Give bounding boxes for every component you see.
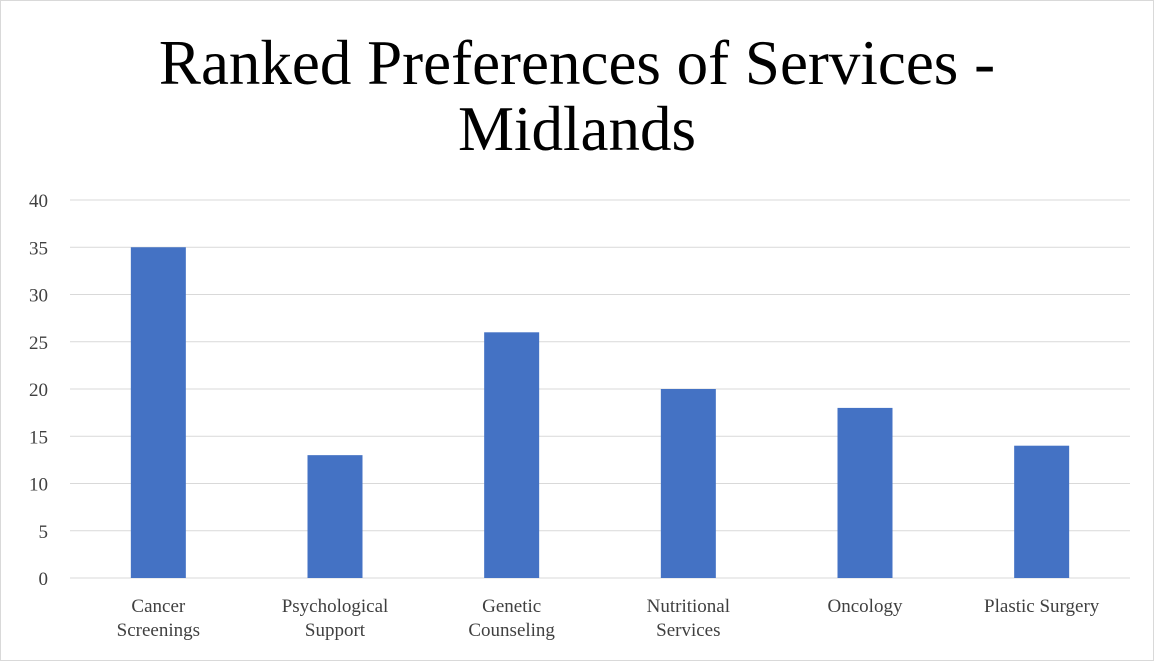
- y-tick-label-30: 30: [29, 286, 48, 307]
- y-tick-label-15: 15: [29, 427, 48, 448]
- y-tick-label-10: 10: [29, 475, 48, 496]
- x-category-label-5: Plastic Surgery: [984, 596, 1100, 617]
- y-tick-label-40: 40: [29, 191, 48, 212]
- y-tick-label-5: 5: [39, 522, 49, 543]
- bar-2: [484, 332, 540, 578]
- chart-title-line-1: Ranked Preferences of Services -: [158, 28, 996, 98]
- y-tick-label-20: 20: [29, 380, 48, 401]
- bar-1: [307, 455, 363, 578]
- bar-3: [660, 389, 716, 578]
- x-category-label-3: Nutritional Services: [647, 596, 730, 641]
- bar-5: [1014, 445, 1070, 578]
- bar-4: [837, 407, 893, 578]
- y-tick-label-35: 35: [29, 238, 48, 259]
- x-category-label-1: Psychological Support: [282, 596, 389, 641]
- chart-title-line-2: Midlands: [457, 94, 696, 164]
- x-category-label-4: Oncology: [828, 596, 903, 617]
- bar-0: [130, 247, 186, 578]
- y-tick-label-0: 0: [39, 569, 49, 590]
- chart-title: Ranked Preferences of Services - Midland…: [0, 30, 1154, 162]
- x-category-label-2: Genetic Counseling: [468, 596, 555, 641]
- y-tick-label-25: 25: [29, 333, 48, 354]
- x-category-label-0: Cancer Screenings: [117, 596, 200, 641]
